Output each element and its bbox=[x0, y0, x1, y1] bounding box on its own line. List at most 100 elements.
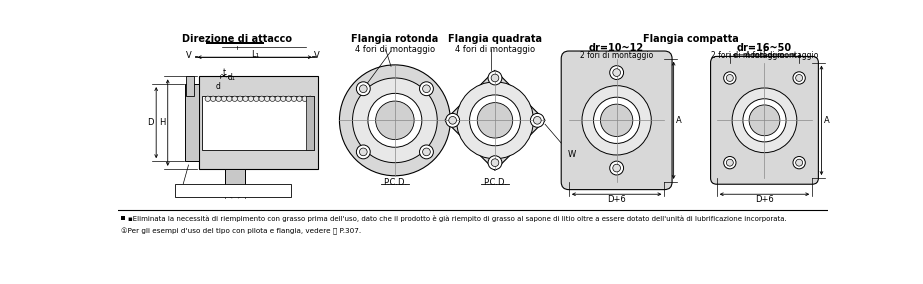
Circle shape bbox=[353, 78, 438, 163]
Text: D.E. invol. tampone: D-0.2: D.E. invol. tampone: D-0.2 bbox=[183, 186, 283, 195]
Circle shape bbox=[793, 72, 805, 84]
Circle shape bbox=[356, 82, 370, 96]
Circle shape bbox=[743, 99, 786, 142]
Bar bbox=[198, 76, 318, 169]
Polygon shape bbox=[445, 70, 545, 170]
Text: P.C.D.: P.C.D. bbox=[483, 178, 507, 187]
Circle shape bbox=[724, 156, 736, 169]
Text: 4 fori di montaggio: 4 fori di montaggio bbox=[745, 51, 818, 60]
Circle shape bbox=[356, 145, 370, 159]
Circle shape bbox=[210, 96, 216, 101]
Circle shape bbox=[216, 96, 222, 101]
Circle shape bbox=[601, 104, 633, 137]
Circle shape bbox=[796, 74, 803, 82]
Text: D+6: D+6 bbox=[607, 195, 626, 204]
Bar bbox=[121, 216, 126, 220]
Circle shape bbox=[610, 161, 624, 175]
Circle shape bbox=[376, 101, 414, 139]
Circle shape bbox=[726, 159, 733, 166]
Circle shape bbox=[724, 72, 736, 84]
Text: D+6: D+6 bbox=[755, 195, 773, 204]
Circle shape bbox=[491, 74, 498, 82]
Circle shape bbox=[359, 148, 367, 156]
Text: dr=16~50: dr=16~50 bbox=[737, 43, 792, 53]
Bar bbox=[206, 42, 264, 44]
Text: ℓ: ℓ bbox=[220, 189, 223, 198]
Text: Flangia quadrata: Flangia quadrata bbox=[448, 34, 542, 45]
Circle shape bbox=[420, 82, 434, 96]
Circle shape bbox=[275, 96, 281, 101]
Circle shape bbox=[227, 96, 232, 101]
Text: V: V bbox=[186, 51, 192, 60]
Circle shape bbox=[286, 96, 292, 101]
Text: 4 fori di montaggio: 4 fori di montaggio bbox=[455, 45, 535, 54]
Bar bbox=[202, 96, 314, 150]
Circle shape bbox=[732, 88, 797, 153]
Circle shape bbox=[613, 164, 620, 172]
Circle shape bbox=[302, 96, 307, 101]
Text: T: T bbox=[246, 189, 251, 198]
FancyBboxPatch shape bbox=[711, 57, 819, 184]
Text: d: d bbox=[215, 82, 221, 91]
Text: P.C.D.: P.C.D. bbox=[383, 178, 407, 187]
Circle shape bbox=[593, 97, 640, 143]
Text: Flangia rotonda: Flangia rotonda bbox=[352, 34, 438, 45]
Circle shape bbox=[491, 159, 498, 166]
Circle shape bbox=[423, 148, 430, 156]
Text: A: A bbox=[677, 116, 682, 125]
Circle shape bbox=[368, 93, 422, 147]
Circle shape bbox=[610, 66, 624, 80]
Text: F: F bbox=[762, 47, 767, 55]
Circle shape bbox=[488, 71, 502, 85]
Circle shape bbox=[307, 96, 313, 101]
Text: dᵣ: dᵣ bbox=[497, 122, 506, 131]
Circle shape bbox=[243, 96, 248, 101]
Text: ①Per gli esempi d'uso del tipo con pilota e flangia, vedere ⓘ P.307.: ①Per gli esempi d'uso del tipo con pilot… bbox=[121, 227, 361, 235]
Text: A: A bbox=[824, 116, 830, 125]
Circle shape bbox=[237, 96, 243, 101]
Circle shape bbox=[470, 95, 521, 146]
Circle shape bbox=[793, 156, 805, 169]
Text: 2 fori di montaggio: 2 fori di montaggio bbox=[711, 51, 785, 60]
Circle shape bbox=[457, 82, 533, 159]
Circle shape bbox=[248, 96, 254, 101]
Circle shape bbox=[281, 96, 286, 101]
Text: dᵣ: dᵣ bbox=[764, 120, 773, 130]
Circle shape bbox=[296, 96, 302, 101]
Circle shape bbox=[254, 96, 259, 101]
Circle shape bbox=[259, 96, 264, 101]
Text: H: H bbox=[159, 118, 165, 127]
Text: dᵣ: dᵣ bbox=[617, 121, 627, 130]
Text: 2 fori di montaggio: 2 fori di montaggio bbox=[580, 51, 653, 60]
Circle shape bbox=[488, 156, 502, 170]
Bar bbox=[175, 184, 291, 197]
FancyBboxPatch shape bbox=[561, 51, 672, 190]
Circle shape bbox=[796, 159, 803, 166]
Circle shape bbox=[359, 85, 367, 93]
Bar bbox=[186, 76, 194, 96]
Circle shape bbox=[726, 74, 733, 82]
Text: d₁: d₁ bbox=[228, 74, 235, 82]
Text: dr=10~12: dr=10~12 bbox=[589, 43, 644, 53]
Text: t: t bbox=[222, 68, 225, 77]
Text: V: V bbox=[314, 51, 319, 60]
Circle shape bbox=[582, 86, 652, 155]
Circle shape bbox=[533, 116, 541, 124]
Circle shape bbox=[264, 96, 270, 101]
Circle shape bbox=[531, 113, 545, 127]
Bar bbox=[225, 169, 245, 192]
Bar bbox=[306, 96, 314, 150]
Circle shape bbox=[449, 116, 457, 124]
Text: dᵣ: dᵣ bbox=[398, 122, 407, 131]
Circle shape bbox=[446, 113, 460, 127]
Circle shape bbox=[232, 96, 237, 101]
Circle shape bbox=[420, 145, 434, 159]
Text: Direzione di attacco: Direzione di attacco bbox=[182, 34, 292, 45]
Circle shape bbox=[613, 69, 620, 76]
Circle shape bbox=[749, 105, 780, 136]
Bar bbox=[185, 84, 198, 161]
Circle shape bbox=[270, 96, 275, 101]
Text: 4 fori di montaggio: 4 fori di montaggio bbox=[354, 45, 435, 54]
Circle shape bbox=[205, 96, 210, 101]
Text: L₁: L₁ bbox=[251, 50, 258, 59]
